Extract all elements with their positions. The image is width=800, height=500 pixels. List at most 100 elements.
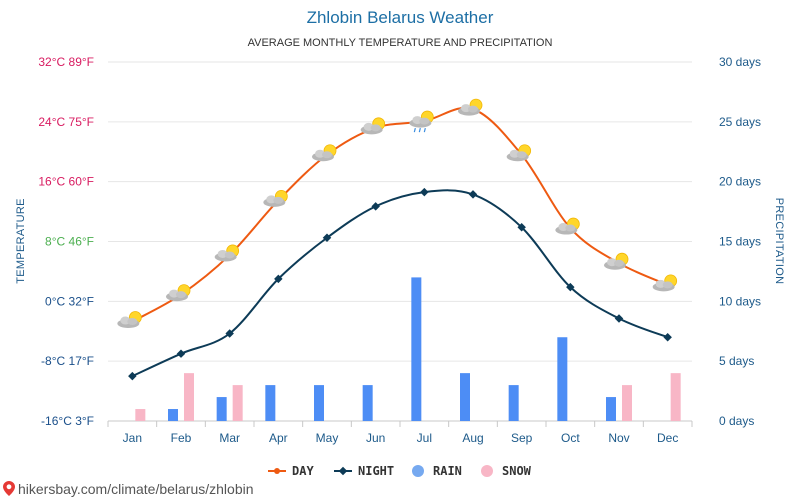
chart-subtitle: AVERAGE MONTHLY TEMPERATURE AND PRECIPIT… [248, 37, 553, 49]
night-point [322, 233, 332, 243]
snow-bar [622, 385, 632, 421]
legend-item-night: NIGHT [334, 464, 394, 478]
month-labels: Jan Feb Mar Apr May Jun Jul Aug Sep Oct Nov Dec [123, 431, 679, 445]
rain-drop [418, 127, 421, 133]
rain-bar [460, 373, 470, 421]
precipitation-tick-label: 5 days [719, 354, 754, 368]
temperature-tick-label: -16°C 3°F [41, 414, 94, 428]
legend-label: RAIN [433, 464, 462, 478]
precipitation-tick-label: 30 days [719, 55, 761, 69]
temperature-axis-label: TEMPERATURE [15, 198, 27, 284]
rain-bar [314, 385, 324, 421]
cloud-shape [322, 151, 332, 159]
weather-icons [117, 98, 678, 329]
sun-cloud-icon [214, 244, 240, 262]
precipitation-tick-label: 0 days [719, 414, 754, 428]
location-pin-icon [3, 481, 15, 496]
night-point [420, 187, 429, 197]
sun-cloud-icon [458, 98, 483, 116]
source-url: hikersbay.com/climate/belarus/zhlobin [18, 481, 254, 497]
cloud-shape [614, 259, 624, 267]
night-point [663, 332, 672, 342]
night-temperature-line [131, 189, 669, 378]
month-label: Jul [417, 431, 432, 445]
cloud-shape [370, 124, 381, 132]
legend-marker [338, 466, 348, 476]
night-point [225, 329, 234, 338]
sun-cloud-icon [312, 144, 337, 162]
precipitation-tick-label: 25 days [719, 115, 761, 129]
rain-bar [168, 409, 178, 421]
precipitation-axis-label: PRECIPITATION [773, 198, 785, 285]
cloud-shape [176, 291, 186, 299]
snow-bar [232, 385, 243, 421]
temperature-tick-label: 8°C 46°F [45, 235, 94, 249]
night-point [468, 190, 478, 199]
legend-label: NIGHT [358, 464, 394, 478]
month-label: Sep [511, 431, 533, 445]
night-point [566, 282, 575, 292]
sun-cloud-icon [555, 217, 580, 235]
night-point [128, 371, 137, 381]
cloud-shape [127, 318, 138, 326]
sun-cloud-icon [604, 252, 629, 270]
month-label: Apr [269, 431, 288, 445]
cloud-shape [468, 105, 478, 113]
sun-cloud-icon [506, 144, 532, 162]
cloud-shape [662, 281, 673, 289]
month-label: Mar [219, 431, 240, 445]
cloud-shape [516, 151, 527, 159]
month-label: Dec [657, 431, 678, 445]
night-point [371, 202, 380, 211]
night-point [176, 349, 186, 358]
sun-cloud-icon [652, 274, 678, 292]
snow-bar [135, 409, 146, 421]
temperature-tick-label: 16°C 60°F [38, 175, 94, 189]
legend-label: DAY [292, 464, 314, 478]
chart-title: Zhlobin Belarus Weather [307, 8, 494, 27]
rain-drop [423, 127, 426, 133]
month-label: Jan [123, 431, 142, 445]
month-label: Feb [171, 431, 192, 445]
night-point [614, 314, 624, 323]
precipitation-tick-label: 20 days [719, 175, 761, 189]
rain-bar [606, 397, 616, 421]
precipitation-tick-label: 10 days [719, 294, 761, 308]
month-label: Jun [366, 431, 385, 445]
temperature-lines [128, 106, 672, 381]
legend-marker [481, 465, 493, 477]
month-label: Oct [561, 431, 580, 445]
temperature-tick-label: 32°C 89°F [38, 55, 94, 69]
month-label: May [316, 431, 339, 445]
source-link[interactable]: hikersbay.com/climate/belarus/zhlobin [3, 481, 254, 497]
legend-label: SNOW [502, 464, 532, 478]
legend-item-rain: RAIN [412, 464, 462, 478]
legend-item-day: DAY [268, 464, 314, 478]
month-label: Nov [608, 431, 629, 445]
cloud-shape [565, 224, 576, 232]
sun-cloud-rain-icon [409, 110, 434, 133]
rain-bar [265, 385, 276, 421]
precipitation-axis-ticks: 30 days 25 days 20 days 15 days 10 days 5 day… [719, 55, 761, 428]
legend-marker [412, 465, 424, 477]
grid-lines [107, 61, 693, 427]
rain-bar [362, 385, 373, 421]
sun-cloud-icon [117, 311, 142, 329]
rain-drop [413, 127, 416, 133]
temperature-tick-label: 0°C 32°F [45, 294, 94, 308]
precipitation-tick-label: 15 days [719, 235, 761, 249]
cloud-shape [419, 117, 430, 125]
precipitation-bars [135, 277, 681, 421]
temperature-tick-label: -8°C 17°F [41, 354, 94, 368]
month-label: Aug [462, 431, 483, 445]
temperature-tick-label: 24°C 75°F [38, 115, 94, 129]
cloud-shape [224, 251, 235, 259]
rain-bar [508, 385, 519, 421]
rain-bar [411, 277, 422, 421]
rain-bar [557, 337, 568, 421]
cloud-shape [273, 196, 284, 204]
day-temperature-line [131, 106, 669, 323]
sun-cloud-icon [166, 284, 191, 302]
temperature-axis-ticks: 32°C 89°F 24°C 75°F 16°C 60°F 8°C 46°F 0°C 3… [38, 55, 94, 428]
